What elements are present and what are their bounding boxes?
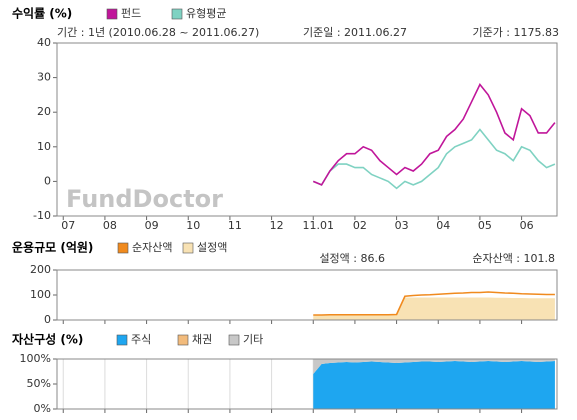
x-tick-label: 07 — [61, 219, 75, 232]
y-tick-label: 0 — [44, 174, 51, 187]
x-tick-label: 10 — [186, 219, 200, 232]
plot-frame — [56, 269, 558, 321]
x-tick-label: 11.01 — [303, 219, 335, 232]
x-tick-label: 05 — [478, 219, 492, 232]
plot-area — [57, 43, 557, 216]
y-tick-label: 0% — [34, 402, 51, 415]
y-tick-label: 0 — [44, 313, 51, 326]
stacked-area — [313, 359, 555, 374]
annotation: 기준가 : 1175.83 — [472, 26, 559, 39]
legend-swatch — [106, 8, 118, 20]
plot-frame — [56, 358, 558, 410]
chart-title: 운용규모 (억원) — [12, 240, 93, 255]
legend-label: 순자산액 — [132, 241, 172, 254]
legend-label: 펀드 — [121, 7, 141, 20]
y-tick-label: 40 — [37, 36, 51, 49]
x-tick-label: 11 — [228, 219, 242, 232]
plot-frame — [56, 42, 558, 217]
annotation: 순자산액 : 101.8 — [472, 252, 555, 265]
x-tick-label: 09 — [145, 219, 159, 232]
x-tick-label: 12 — [270, 219, 284, 232]
x-tick-label: 06 — [520, 219, 534, 232]
area — [313, 297, 555, 320]
legend-swatch — [228, 334, 240, 346]
legend-swatch — [116, 334, 128, 346]
x-tick-label: 08 — [103, 219, 117, 232]
watermark: FundDoctor — [66, 185, 223, 213]
y-tick-label: 100 — [30, 288, 51, 301]
line — [313, 291, 555, 316]
legend-label: 주식 — [131, 333, 151, 346]
y-tick-label: 50% — [27, 377, 51, 390]
x-tick-label: 03 — [395, 219, 409, 232]
line — [312, 128, 556, 190]
legend-swatch — [182, 242, 194, 254]
y-tick-label: 30 — [37, 71, 51, 84]
annotation: 기준일 : 2011.06.27 — [303, 25, 407, 39]
legend-label: 채권 — [192, 333, 212, 346]
chart-title: 수익률 (%) — [12, 7, 72, 21]
y-tick-label: 200 — [30, 263, 51, 276]
chart-title: 자산구성 (%) — [12, 332, 83, 347]
annotation: 설정액 : 86.6 — [319, 252, 385, 265]
stacked-area — [313, 361, 555, 409]
x-tick-label: 04 — [436, 219, 450, 232]
legend-label: 설정액 — [197, 241, 227, 254]
legend-label: 유형평균 — [186, 7, 226, 20]
legend-swatch — [117, 242, 129, 254]
line — [312, 83, 556, 186]
legend-swatch — [171, 8, 183, 20]
annotation: 기간 : 1년 (2010.06.28 ~ 2011.06.27) — [57, 26, 259, 39]
y-tick-label: 100% — [20, 352, 51, 365]
legend-label: 기타 — [243, 333, 263, 346]
y-tick-label: -10 — [33, 209, 51, 222]
y-tick-label: 10 — [37, 140, 51, 153]
x-tick-label: 02 — [353, 219, 367, 232]
y-tick-label: 20 — [37, 105, 51, 118]
legend-swatch — [177, 334, 189, 346]
